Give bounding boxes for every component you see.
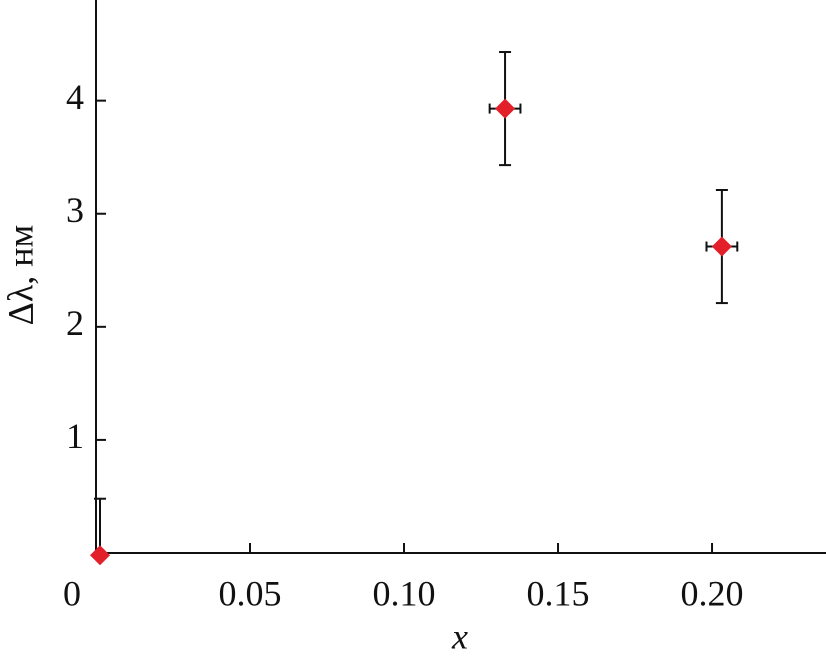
- x-axis-label: x: [451, 616, 468, 656]
- y-tick-label: 4: [66, 77, 84, 117]
- point: [90, 545, 111, 566]
- x-tick-label: 0.20: [681, 573, 744, 613]
- point: [495, 98, 516, 119]
- x-tick-label: 0: [63, 573, 81, 613]
- y-tick-label: 2: [66, 303, 84, 343]
- x-tick-label: 0.10: [373, 573, 436, 613]
- x-tick-label: 0.05: [219, 573, 282, 613]
- x-tick-label: 0.15: [527, 573, 590, 613]
- y-tick-label: 3: [66, 190, 84, 230]
- y-axis-label: Δλ, нм: [0, 225, 40, 326]
- y-tick-label: 1: [66, 416, 84, 456]
- point: [711, 236, 732, 257]
